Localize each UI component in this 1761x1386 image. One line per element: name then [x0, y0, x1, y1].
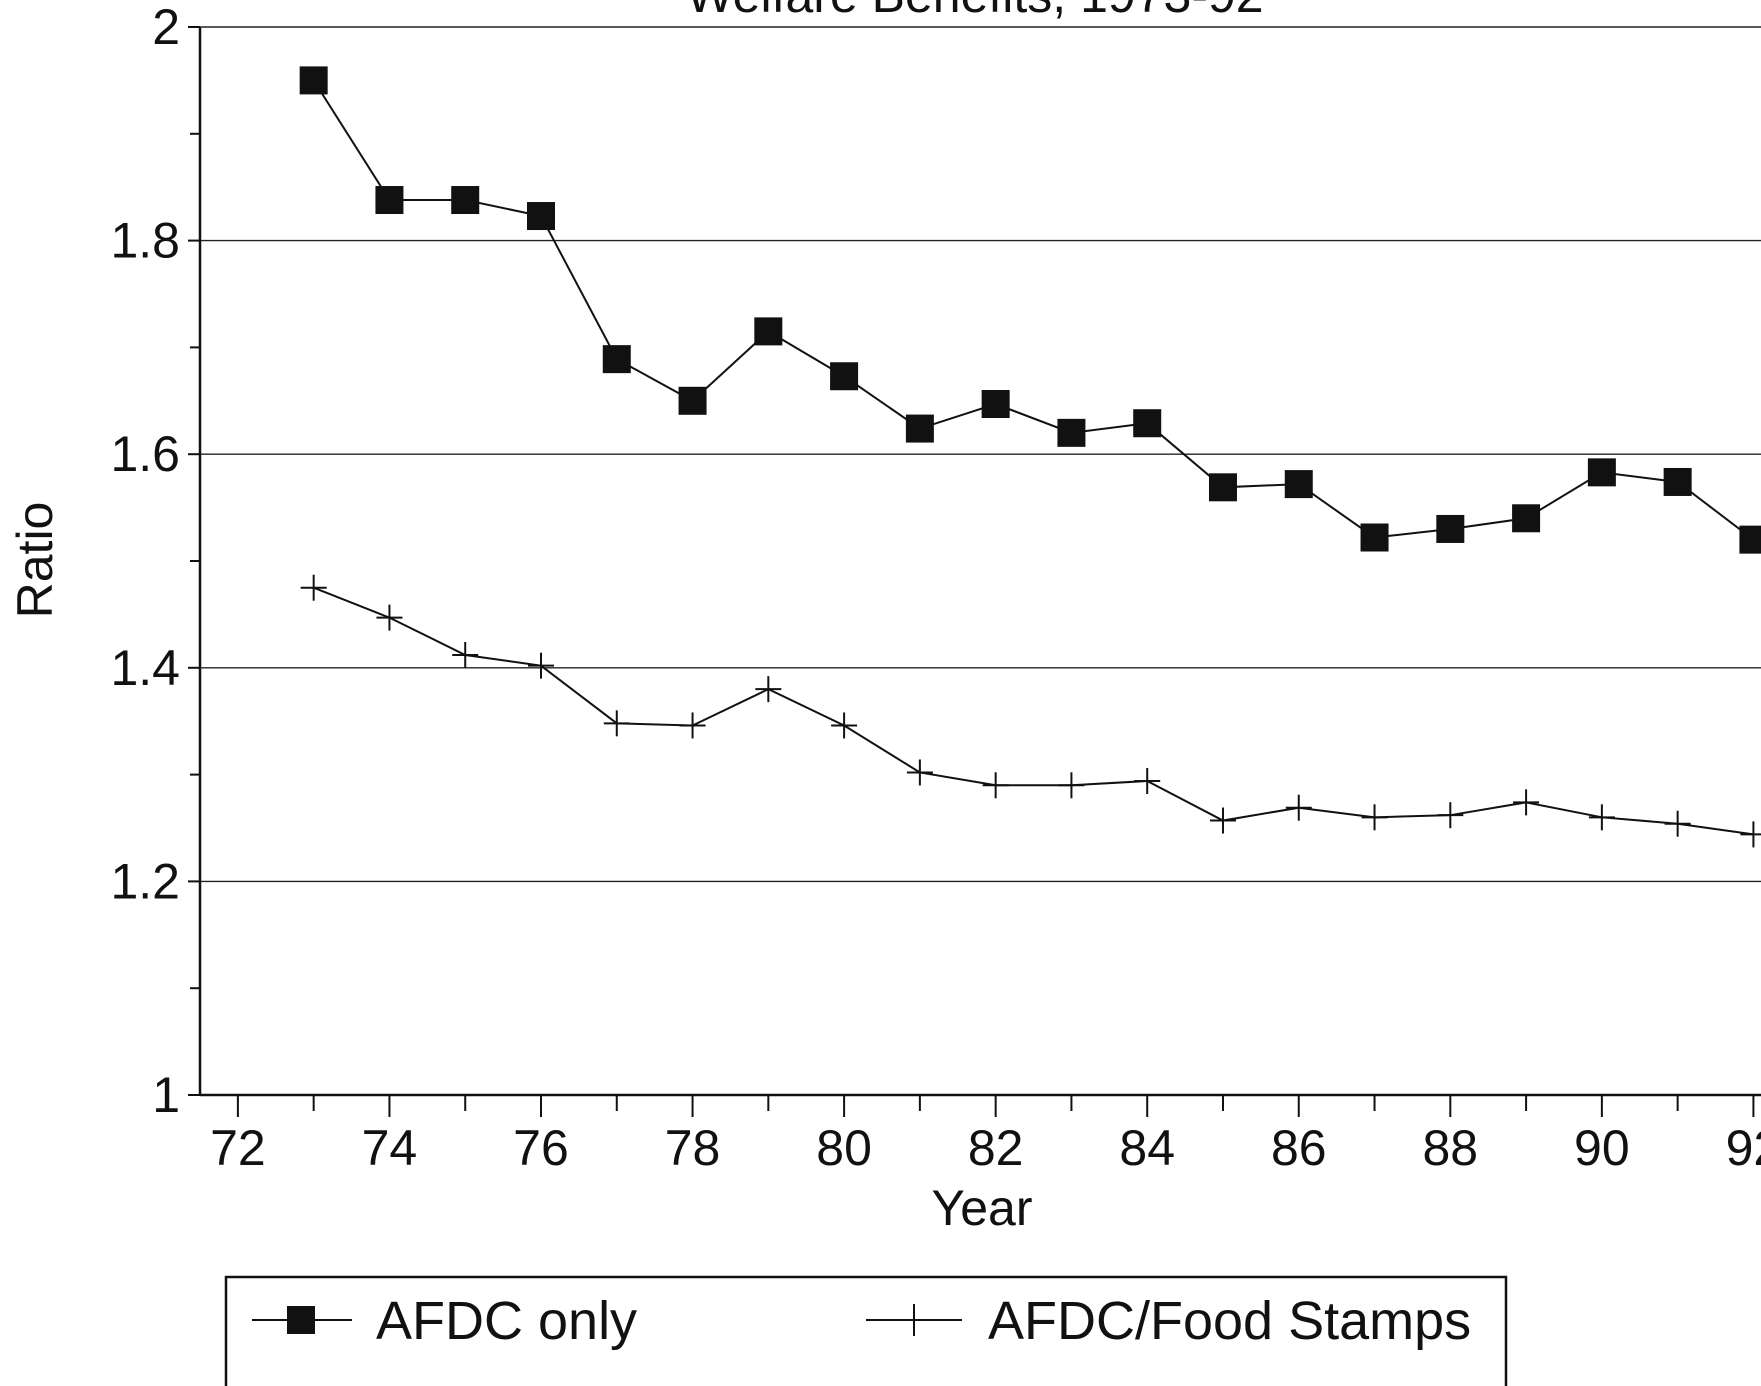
legend-marker-afdc-only [287, 1306, 315, 1334]
series-line-afdc-food-stamps [313, 586, 1754, 836]
data-point-afdc-food-stamps [1058, 772, 1085, 799]
y-axis-ticks: 1 1.2 1.4 1.6 1.8 2 [110, 0, 200, 1123]
data-point-afdc-food-stamps [452, 641, 479, 668]
data-point-afdc-only [1512, 504, 1541, 533]
data-point-afdc-only [905, 414, 934, 443]
data-point-afdc-only [754, 317, 783, 346]
data-point-afdc-only [1057, 418, 1086, 447]
chart-title: Welfare Benefits, 1973-92 [686, 0, 1263, 23]
data-point-afdc-only [375, 186, 404, 215]
data-point-afdc-food-stamps [906, 759, 933, 786]
data-point-afdc-only [1133, 409, 1162, 438]
data-point-afdc-food-stamps [1285, 794, 1312, 821]
data-point-afdc-only [1208, 473, 1237, 502]
y-axis-title: Ratio [7, 502, 63, 619]
x-tick-label: 76 [513, 1120, 569, 1176]
data-point-afdc-food-stamps [300, 574, 327, 601]
x-tick-label: 90 [1574, 1120, 1630, 1176]
y-tick-label: 1.4 [110, 640, 180, 696]
data-point-afdc-food-stamps [1361, 804, 1388, 831]
x-axis-title: Year [931, 1180, 1032, 1236]
data-point-afdc-food-stamps [603, 710, 630, 737]
x-tick-label: 80 [816, 1120, 872, 1176]
data-point-afdc-food-stamps [527, 652, 554, 679]
x-tick-label: 88 [1423, 1120, 1479, 1176]
data-point-afdc-only [602, 345, 631, 374]
data-point-afdc-food-stamps [679, 712, 706, 739]
x-tick-label: 74 [362, 1120, 418, 1176]
data-point-afdc-only [1663, 467, 1692, 496]
data-point-afdc-food-stamps [1740, 821, 1761, 848]
x-tick-label: 72 [210, 1120, 266, 1176]
data-point-afdc-only [299, 66, 328, 95]
data-point-afdc-food-stamps [1134, 768, 1161, 795]
data-point-afdc-food-stamps [982, 772, 1009, 799]
x-tick-label: 82 [968, 1120, 1024, 1176]
x-axis-ticks: 72 74 76 78 80 82 84 86 88 90 92 [210, 1095, 1761, 1176]
gridlines [200, 239, 1761, 883]
legend: AFDC only AFDC/Food Stamps [224, 1275, 1508, 1386]
x-tick-label: 78 [665, 1120, 721, 1176]
data-point-afdc-food-stamps [1209, 807, 1236, 834]
y-tick-label: 1.6 [110, 426, 180, 482]
data-point-afdc-food-stamps [831, 712, 858, 739]
series-layer [299, 66, 1761, 848]
data-point-afdc-only [1739, 525, 1761, 554]
legend-label-afdc-only: AFDC only [376, 1291, 637, 1351]
y-tick-label: 1.8 [110, 213, 180, 269]
data-point-afdc-only [1436, 514, 1465, 543]
data-point-afdc-only [678, 386, 707, 415]
data-point-afdc-only [830, 362, 859, 391]
data-point-afdc-only [451, 186, 480, 215]
data-point-afdc-food-stamps [1513, 789, 1540, 816]
y-tick-label: 2 [152, 0, 180, 55]
data-point-afdc-only [1587, 458, 1616, 487]
x-tick-label: 92 [1726, 1120, 1761, 1176]
data-point-afdc-only [526, 202, 555, 231]
data-point-afdc-food-stamps [755, 676, 782, 703]
y-tick-label: 1 [152, 1067, 180, 1123]
data-point-afdc-food-stamps [1664, 810, 1691, 837]
data-point-afdc-only [1360, 523, 1389, 552]
data-point-afdc-only [981, 390, 1010, 419]
legend-box [224, 1275, 1508, 1386]
y-tick-label: 1.2 [110, 853, 180, 909]
x-tick-label: 84 [1119, 1120, 1175, 1176]
data-point-afdc-food-stamps [1588, 804, 1615, 831]
x-tick-label: 86 [1271, 1120, 1327, 1176]
data-point-afdc-only [1284, 470, 1313, 499]
data-point-afdc-food-stamps [376, 604, 403, 631]
legend-label-afdc-food-stamps: AFDC/Food Stamps [988, 1291, 1471, 1351]
data-point-afdc-food-stamps [1437, 802, 1464, 829]
series-line-afdc-only [312, 79, 1755, 541]
